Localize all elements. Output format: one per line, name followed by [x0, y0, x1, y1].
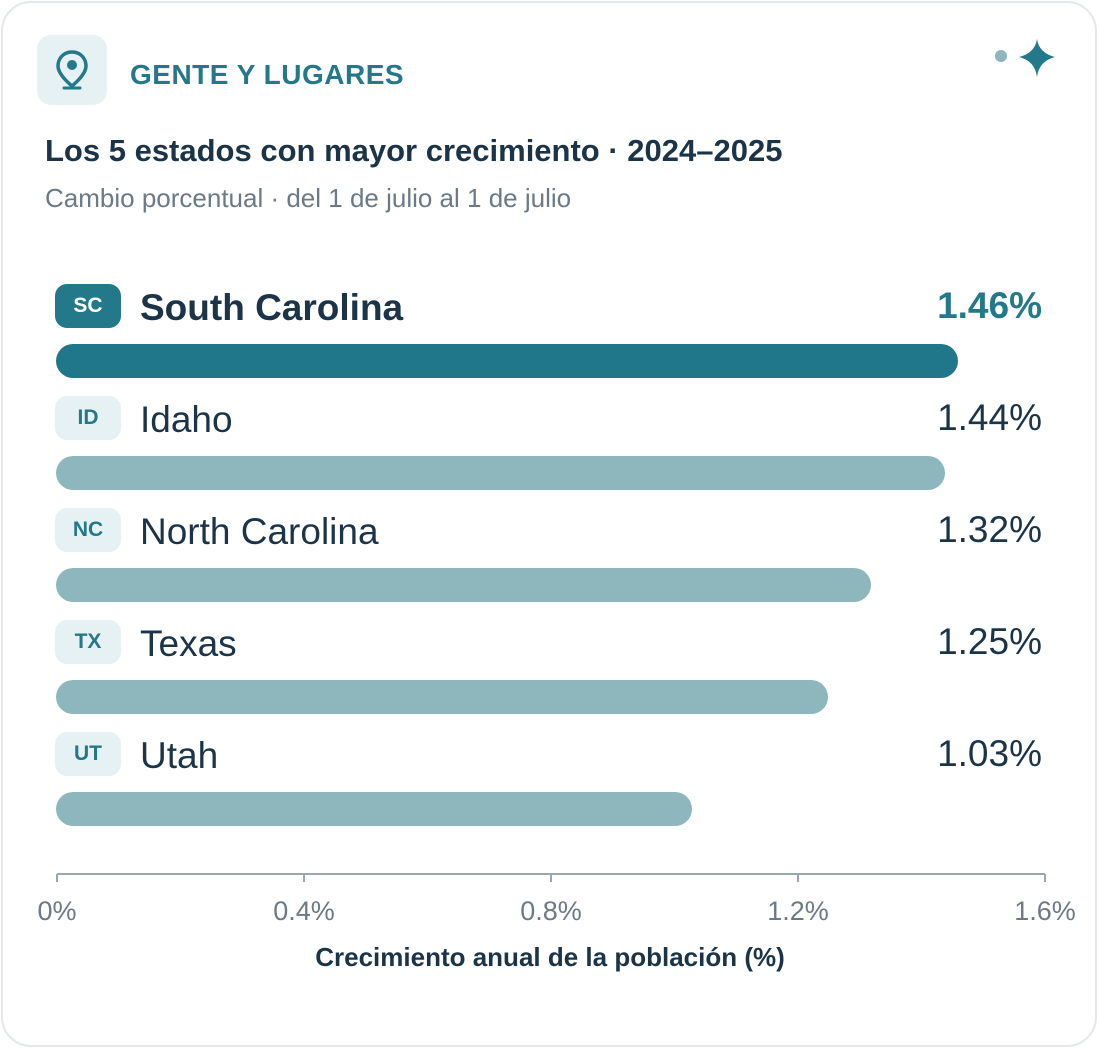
value-label: 1.46% [937, 285, 1042, 326]
state-badge: TX [55, 620, 121, 664]
location-pin-icon-box [37, 35, 107, 105]
x-axis-title: Crecimiento anual de la población (%) [315, 942, 785, 972]
state-name: Idaho [140, 399, 233, 440]
x-tick-label: 1.6% [1014, 896, 1076, 926]
value-label: 1.44% [937, 397, 1042, 438]
bar [56, 568, 872, 602]
bar [56, 344, 958, 378]
bar-row-ut: UT Utah 1.03% [0, 732, 1100, 844]
state-name: South Carolina [140, 287, 404, 328]
sparkle-icon [995, 39, 1055, 77]
bar-row-sc: SC South Carolina 1.46% [0, 284, 1100, 396]
x-axis: 0% 0.4% 0.8% 1.2% 1.6% [37, 873, 1076, 926]
chart-subtitle: Cambio porcentual · del 1 de julio al 1 … [45, 183, 572, 213]
chart-title: Los 5 estados con mayor crecimiento · 20… [45, 133, 783, 168]
value-label: 1.25% [937, 621, 1042, 662]
x-tick-label: 0.4% [273, 896, 335, 926]
value-label: 1.32% [937, 509, 1042, 550]
value-label: 1.03% [937, 733, 1042, 774]
bar [56, 792, 693, 826]
state-name: Texas [140, 623, 237, 664]
x-tick-label: 0.8% [520, 896, 582, 926]
location-pin-icon [56, 50, 88, 90]
bar [56, 456, 946, 490]
state-name: Utah [140, 735, 219, 776]
state-badge: ID [55, 396, 121, 440]
bar-row-tx: TX Texas 1.25% [0, 620, 1100, 732]
bar-row-id: ID Idaho 1.44% [0, 396, 1100, 508]
state-badge: SC [55, 284, 121, 328]
x-tick-label: 1.2% [767, 896, 829, 926]
section-label: GENTE Y LUGARES [130, 59, 405, 90]
state-badge: NC [55, 508, 121, 552]
state-name: North Carolina [140, 511, 379, 552]
x-tick-label: 0% [37, 896, 76, 926]
bar-row-nc: NC North Carolina 1.32% [0, 508, 1100, 620]
state-badge: UT [55, 732, 121, 776]
bar [56, 680, 828, 714]
